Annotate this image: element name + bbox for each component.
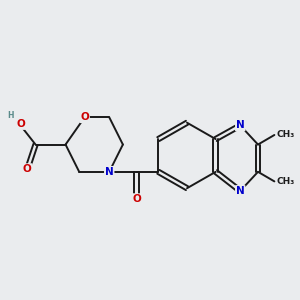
Text: O: O [80,112,89,122]
Text: O: O [16,119,25,129]
Text: H: H [8,111,14,120]
Text: O: O [132,194,141,204]
Text: CH₃: CH₃ [277,130,295,140]
Text: CH₃: CH₃ [277,177,295,186]
Text: O: O [23,164,32,174]
Text: N: N [236,186,244,196]
Text: N: N [105,167,114,177]
Text: N: N [236,120,244,130]
